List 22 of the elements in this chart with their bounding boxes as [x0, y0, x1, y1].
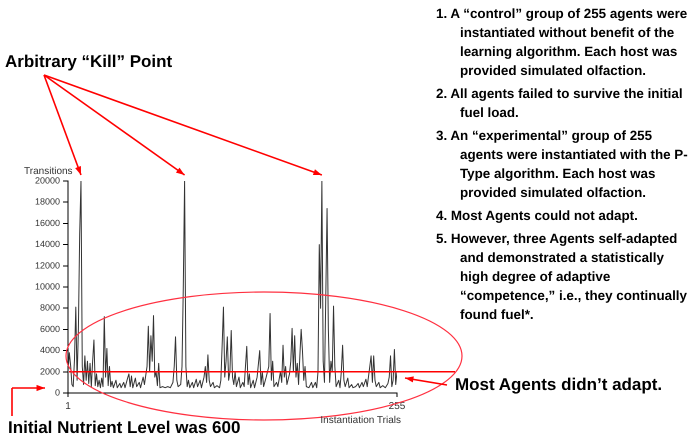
y-tick-label: 2000	[40, 366, 60, 376]
text: 2. All agents failed to survive the initial fuel load.	[436, 85, 684, 122]
y-axis-title: Transitions	[24, 166, 73, 177]
text: 5. However, three Agents self-adapted and demonstrated a statistically high degree of adaptive “competence,” i.e., they continually found fuel*.	[436, 230, 688, 324]
text: Arbitrary “Kill” Point	[5, 52, 172, 72]
y-tick-label: 0	[55, 387, 60, 398]
y-tick-label: 4000	[40, 345, 60, 356]
text: Most Agents didn’t adapt.	[455, 375, 662, 395]
y-tick-label: 14000	[34, 239, 60, 250]
x-axis-title: Instantiation Trials	[320, 414, 401, 426]
text: 1. A “control” group of 255 agents were instantiated without benefit of the learning algorithm. Each host was provided simulated olfaction.	[436, 5, 688, 80]
text: 3. An “experimental” group of 255 agents were instantiated with the P-Type algorithm. Each host was provided simulated olfaction.	[436, 127, 689, 202]
y-tick-label: 20000	[34, 175, 60, 186]
y-tick-label: 8000	[40, 302, 60, 313]
x-tick-label: 1	[65, 400, 72, 412]
y-tick-label: 10000	[34, 281, 60, 292]
y-tick-label: 16000	[34, 218, 60, 228]
y-tick-label: 18000	[34, 196, 60, 207]
text: 4. Most Agents could not adapt.	[436, 207, 639, 225]
y-tick-label: 12000	[34, 260, 60, 270]
y-tick-label: 6000	[40, 324, 60, 334]
text: Initial Nutrient Level was 600	[8, 418, 240, 438]
